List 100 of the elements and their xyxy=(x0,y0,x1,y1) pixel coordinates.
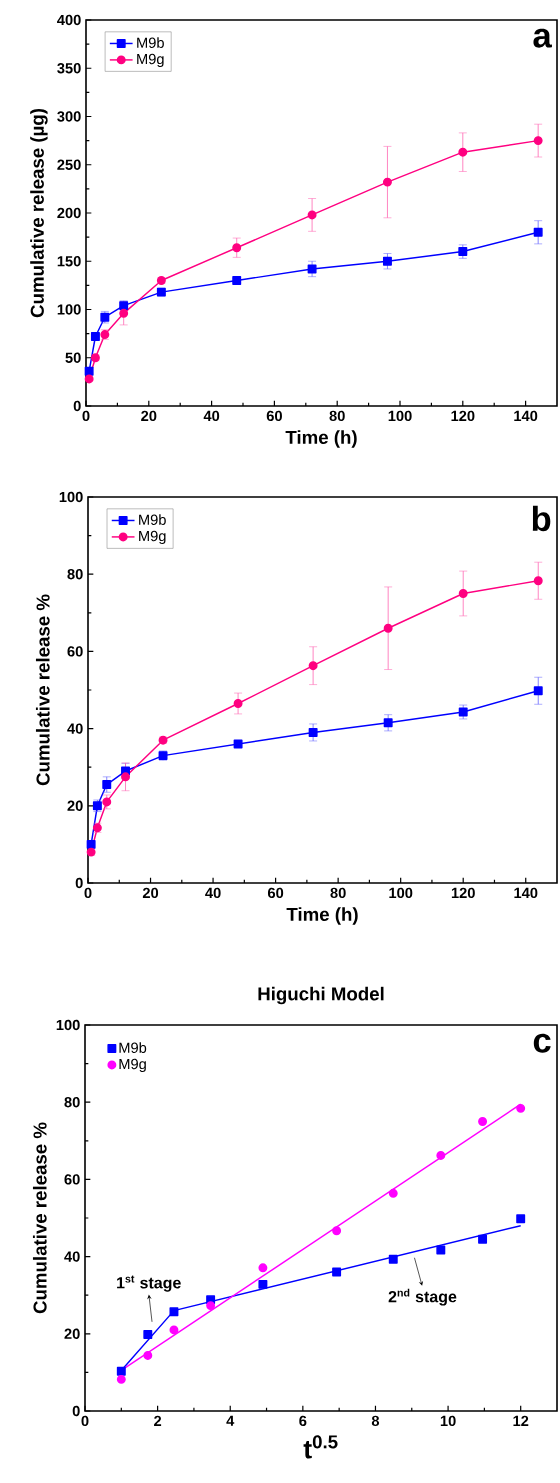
x-tick-label: 80 xyxy=(330,887,346,899)
point xyxy=(233,739,243,749)
y-tick-label: 20 xyxy=(67,800,83,811)
annotation: 2$^{nd}$ stage xyxy=(388,1288,457,1306)
point xyxy=(388,1188,398,1198)
y-tick-label: 250 xyxy=(57,159,81,170)
y-tick-label: 80 xyxy=(64,1097,80,1108)
point xyxy=(388,1254,398,1264)
point xyxy=(478,1117,488,1126)
point xyxy=(116,1374,126,1384)
point xyxy=(232,276,242,286)
y-tick-label: 200 xyxy=(57,207,81,219)
point xyxy=(382,177,392,187)
y-tick-label: 150 xyxy=(57,256,81,267)
point xyxy=(332,1267,342,1277)
point xyxy=(169,1307,179,1317)
x-tick-label: 20 xyxy=(141,410,157,422)
point xyxy=(516,1103,526,1113)
x-tick-label: 8 xyxy=(371,1415,380,1427)
point xyxy=(86,847,96,857)
x-tick-label: 140 xyxy=(514,410,538,422)
point xyxy=(533,576,543,586)
point xyxy=(308,661,318,671)
point xyxy=(458,589,468,598)
point xyxy=(458,147,468,157)
x-tick-label: 60 xyxy=(267,887,284,899)
y-axis-title: Cumulative release % xyxy=(32,1122,47,1314)
y-tick-label: 50 xyxy=(65,352,81,363)
point xyxy=(307,210,317,220)
legend-label: M9g xyxy=(137,53,164,68)
x-tick-label: 2 xyxy=(154,1415,162,1426)
point xyxy=(169,1325,179,1335)
point xyxy=(308,727,318,737)
x-tick-label: 140 xyxy=(514,887,538,899)
legend-label: M9b xyxy=(119,1042,147,1053)
x-tick-label: 20 xyxy=(142,887,159,899)
point xyxy=(84,374,94,384)
y-tick-label: 80 xyxy=(67,569,83,580)
point xyxy=(102,780,112,790)
y-tick-label: 100 xyxy=(56,1019,80,1031)
point xyxy=(436,1150,446,1160)
point xyxy=(516,1214,526,1224)
x-tick-label: 40 xyxy=(203,410,220,422)
x-tick-label: 100 xyxy=(389,887,413,899)
y-tick-label: 100 xyxy=(57,304,81,315)
point xyxy=(143,1350,153,1360)
chart-title: Higuchi Model xyxy=(258,986,384,1005)
point xyxy=(478,1234,488,1244)
point xyxy=(307,264,317,274)
y-axis-title: Cumulative release % xyxy=(35,594,50,786)
point xyxy=(383,623,393,633)
x-axis-title: Time (h) xyxy=(286,907,358,925)
legend-label: M9b xyxy=(139,514,166,525)
y-tick-label: 20 xyxy=(64,1328,80,1339)
x-tick-label: 120 xyxy=(451,410,475,422)
point xyxy=(436,1245,446,1255)
x-tick-label: 80 xyxy=(329,410,345,422)
x-tick-label: 4 xyxy=(226,1415,235,1426)
y-tick-label: 0 xyxy=(72,1405,80,1417)
point xyxy=(86,839,96,849)
point xyxy=(143,1330,153,1340)
x-tick-label: 100 xyxy=(388,410,412,422)
point xyxy=(121,772,130,782)
x-tick-label: 10 xyxy=(440,1415,456,1427)
y-tick-label: 60 xyxy=(67,646,83,657)
point xyxy=(533,136,543,146)
legend-label: M9g xyxy=(139,530,166,545)
y-tick-label: 60 xyxy=(64,1174,80,1185)
point xyxy=(90,332,100,341)
x-tick-label: 0 xyxy=(84,887,92,899)
point xyxy=(258,1263,268,1273)
annotation: b xyxy=(532,505,551,532)
point xyxy=(116,1366,126,1376)
x-tick-label: 40 xyxy=(205,887,221,899)
point xyxy=(232,243,242,253)
y-tick-label: 40 xyxy=(67,723,83,734)
y-tick-label: 400 xyxy=(57,14,81,26)
point xyxy=(382,256,392,266)
annotation: a xyxy=(533,28,552,48)
y-tick-label: 300 xyxy=(57,111,81,122)
x-tick-label: 6 xyxy=(299,1415,307,1427)
point xyxy=(533,227,543,237)
point xyxy=(84,366,94,376)
y-tick-label: 0 xyxy=(75,877,83,889)
x-axis-title: t$^{0.5}$ xyxy=(303,1435,338,1459)
y-axis-title: Cumulative release (µg) xyxy=(30,108,48,318)
y-tick-label: 40 xyxy=(64,1251,80,1262)
point xyxy=(119,308,129,318)
legend-label: M9b xyxy=(137,37,164,48)
point xyxy=(258,1279,268,1289)
y-tick-label: 100 xyxy=(59,491,83,503)
x-tick-label: 60 xyxy=(266,410,282,422)
annotation: 1$^{st}$ stage xyxy=(117,1275,181,1292)
y-tick-label: 0 xyxy=(73,400,81,412)
annotation: c xyxy=(533,1033,551,1053)
point xyxy=(233,699,243,708)
x-axis-title: Time (h) xyxy=(285,430,357,448)
point xyxy=(206,1301,216,1311)
x-tick-label: 120 xyxy=(451,887,475,899)
point xyxy=(383,718,393,728)
